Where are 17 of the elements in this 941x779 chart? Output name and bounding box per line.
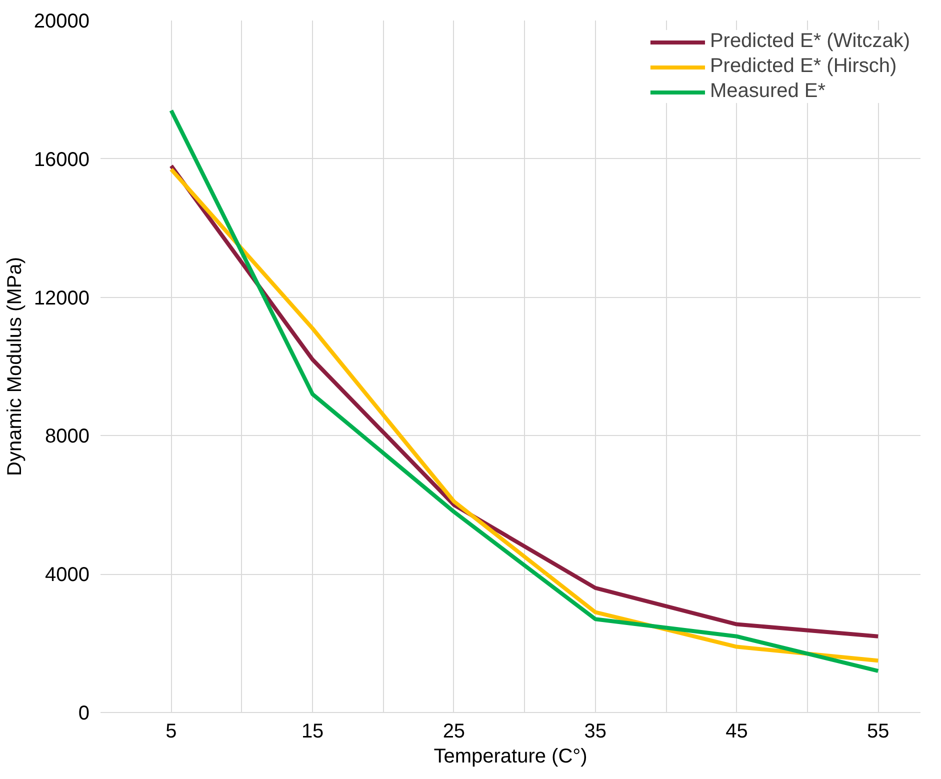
x-tick-label: 45 bbox=[726, 720, 748, 742]
x-tick-label: 15 bbox=[301, 720, 324, 742]
y-tick-label: 0 bbox=[78, 702, 90, 724]
x-tick-label: 25 bbox=[442, 720, 466, 742]
legend-label: Measured E* bbox=[710, 80, 826, 103]
y-tick-label: 12000 bbox=[34, 287, 90, 310]
x-tick-label: 5 bbox=[166, 720, 177, 742]
x-axis-title: Temperature (C°) bbox=[434, 746, 588, 768]
y-tick-label: 20000 bbox=[34, 10, 90, 32]
y-tick-label: 4000 bbox=[45, 564, 90, 586]
y-axis-title: Dynamic Modulus (MPa) bbox=[4, 257, 26, 476]
legend-label: Predicted E* (Witczak) bbox=[710, 30, 910, 53]
legend-label: Predicted E* (Hirsch) bbox=[710, 55, 897, 78]
x-tick-label: 55 bbox=[866, 720, 890, 742]
y-tick-label: 8000 bbox=[45, 426, 90, 448]
y-tick-label: 16000 bbox=[34, 148, 90, 171]
x-tick-label: 35 bbox=[584, 720, 606, 742]
